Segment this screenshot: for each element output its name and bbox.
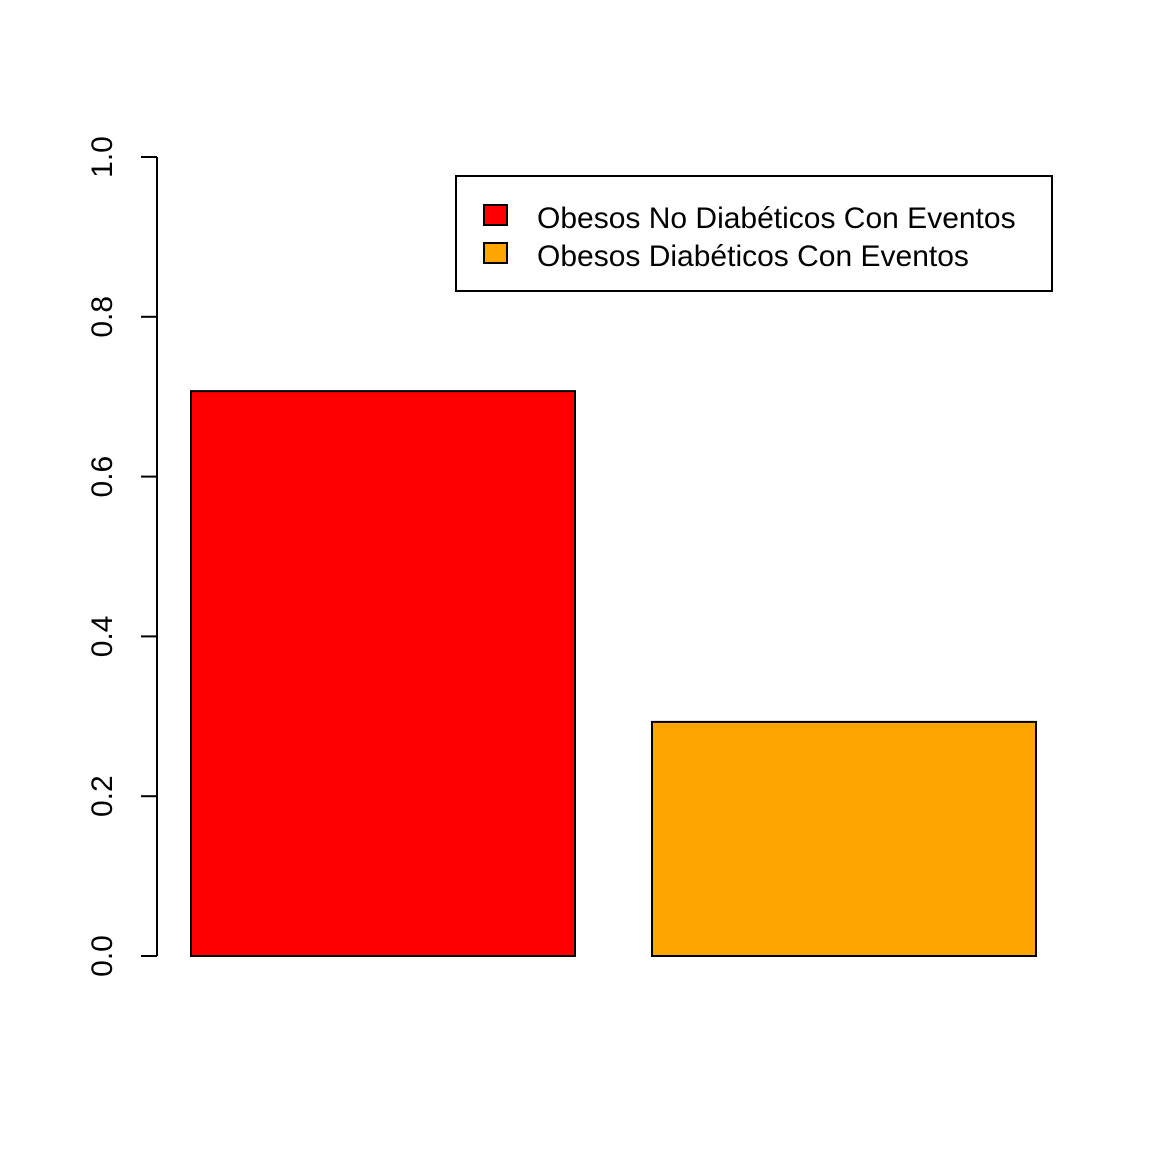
y-tick-label-0: 0.0 xyxy=(86,935,119,977)
legend: Obesos No Diabéticos Con Eventos Obesos … xyxy=(455,175,1053,292)
y-tick-label-2: 0.4 xyxy=(86,616,119,658)
bar-no-diabeticos xyxy=(190,390,576,957)
legend-label-diabeticos: Obesos Diabéticos Con Eventos xyxy=(537,240,969,273)
legend-label-no-diabeticos: Obesos No Diabéticos Con Eventos xyxy=(537,202,1016,235)
y-tick-label-1: 0.2 xyxy=(86,775,119,817)
legend-swatch-diabeticos xyxy=(483,242,508,264)
y-tick-label-3: 0.6 xyxy=(86,456,119,498)
y-tick-label-4: 0.8 xyxy=(86,296,119,338)
bar-diabeticos xyxy=(651,720,1037,957)
y-axis: 0.0 0.2 0.4 0.6 0.8 1.0 xyxy=(86,136,158,977)
legend-swatch-no-diabeticos xyxy=(483,204,508,226)
bars xyxy=(190,390,1037,957)
y-tick-label-5: 1.0 xyxy=(86,136,119,178)
legend-box xyxy=(455,175,1053,292)
